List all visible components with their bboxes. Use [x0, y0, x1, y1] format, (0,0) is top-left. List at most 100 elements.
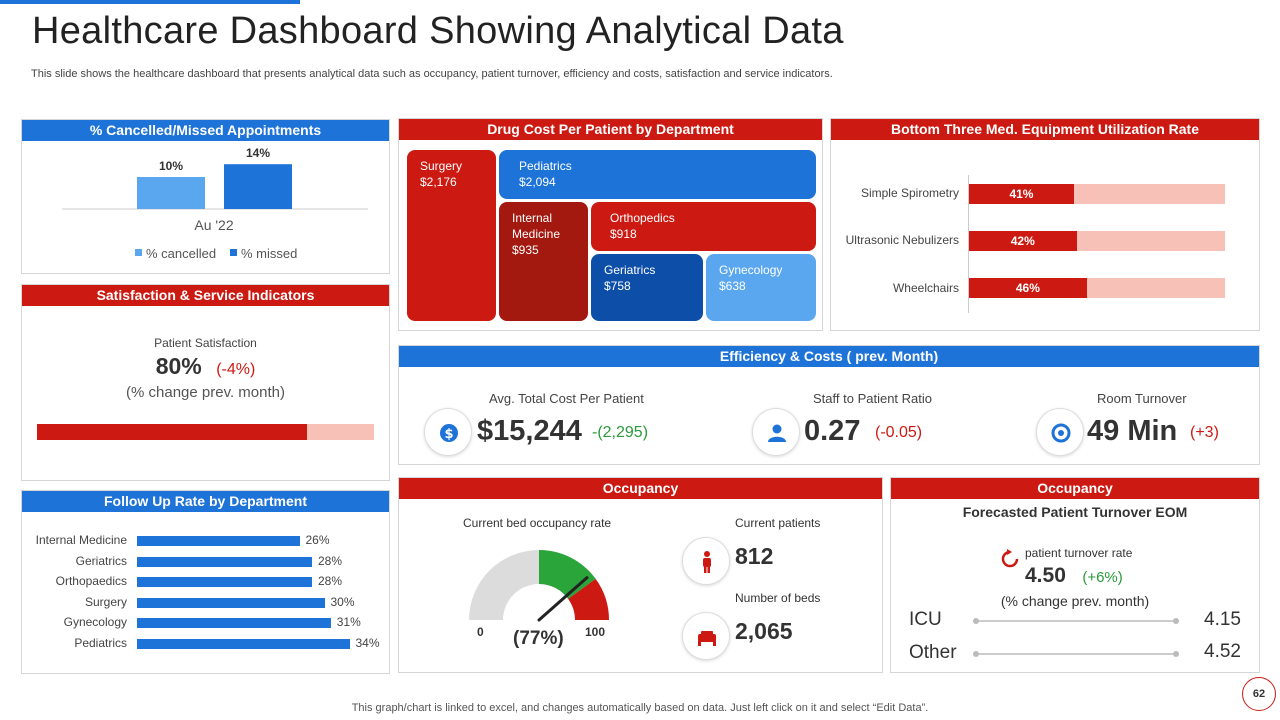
gauge-value: (77%)	[513, 628, 564, 649]
bar-cancelled	[137, 177, 205, 209]
gauge-label: Current bed occupancy rate	[463, 516, 612, 530]
followup-bar	[137, 577, 312, 588]
followup-panel: Follow Up Rate by Department Internal Me…	[21, 490, 390, 674]
svg-text:$: $	[444, 427, 453, 442]
equipment-label: Wheelchairs	[892, 281, 959, 295]
turnover-icon	[1036, 408, 1084, 456]
turnover-rate-value: 4.50	[1025, 564, 1066, 587]
occupancy-panel: Occupancy Current bed occupancy rate 0 1…	[398, 477, 883, 673]
treemap-surgery-name: Surgery	[420, 159, 463, 173]
treemap-pediatrics-name: Pediatrics	[519, 159, 572, 173]
treemap-internal-medicine-value: $935	[512, 243, 539, 257]
turnover-row-label: Other	[909, 642, 957, 663]
cancelled-panel-title: % Cancelled/Missed Appointments	[22, 120, 389, 141]
treemap-surgery-value: $2,176	[420, 175, 457, 189]
gauge-needle	[537, 576, 589, 622]
kpi-ratio-label: Staff to Patient Ratio	[813, 391, 932, 406]
treemap-surgery[interactable]: Surgery $2,176	[407, 150, 496, 321]
satisfaction-panel: Satisfaction & Service Indicators Patien…	[21, 284, 390, 481]
followup-value: 26%	[305, 533, 330, 547]
turnover-rate-change: (+6%)	[1082, 569, 1123, 586]
beds-label: Number of beds	[735, 591, 821, 605]
kpi-room-value: 49 Min	[1087, 415, 1178, 447]
bar-missed-label: 14%	[246, 146, 270, 160]
turnover-row-label: ICU	[909, 609, 942, 630]
followup-label: Gynecology	[63, 615, 127, 630]
turnover-row-dot	[1173, 651, 1179, 657]
treemap-orthopedics[interactable]: Orthopedics $918	[591, 202, 816, 251]
occupancy-gauge	[469, 550, 609, 622]
turnover-rate-row: 4.50 (+6%)	[1025, 564, 1123, 588]
staff-icon	[752, 408, 800, 456]
x-tick-label: Au '22	[194, 217, 233, 233]
equipment-track: 46%	[969, 278, 1225, 298]
followup-label: Surgery	[84, 594, 127, 609]
kpi-ratio-value: 0.27	[804, 415, 861, 447]
gauge-max: 100	[585, 625, 606, 639]
treemap-geriatrics-name: Geriatrics	[604, 263, 656, 277]
equipment-panel: Bottom Three Med. Equipment Utilization …	[830, 118, 1260, 331]
turnover-row-track	[973, 651, 1179, 657]
treemap-pediatrics-value: $2,094	[519, 175, 556, 189]
page-number-badge: 62	[1242, 677, 1276, 711]
treemap-pediatrics[interactable]: Pediatrics $2,094	[499, 150, 816, 199]
followup-value: 30%	[330, 594, 355, 609]
treemap-internal-medicine-name: Internal Medicine	[512, 211, 561, 241]
bed-icon	[682, 612, 730, 660]
legend-cancelled: % cancelled	[146, 246, 216, 261]
followup-panel-title: Follow Up Rate by Department	[22, 491, 389, 512]
drug-cost-panel: Drug Cost Per Patient by Department Surg…	[398, 118, 823, 331]
page-number: 62	[1252, 688, 1266, 700]
equipment-bar: 46%	[969, 278, 1087, 298]
treemap-orthopedics-name: Orthopedics	[610, 211, 675, 225]
followup-bar	[137, 536, 300, 546]
treemap-geriatrics[interactable]: Geriatrics $758	[591, 254, 703, 321]
satisfaction-bar-track	[37, 424, 374, 440]
efficiency-panel-title: Efficiency & Costs ( prev. Month)	[399, 346, 1259, 367]
equipment-track: 41%	[969, 184, 1225, 204]
satisfaction-panel-title: Satisfaction & Service Indicators	[22, 285, 389, 306]
satisfaction-note: (% change prev. month)	[126, 384, 285, 401]
kpi-ratio-change: (-0.05)	[875, 424, 923, 441]
gauge-green-band	[539, 550, 596, 599]
turnover-row-value: 4.15	[1204, 609, 1241, 630]
equipment-bar: 42%	[969, 231, 1077, 251]
turnover-row-track	[973, 618, 1179, 624]
gauge-red-band	[568, 578, 609, 620]
satisfaction-value-row: 80% (-4%)	[22, 353, 389, 380]
cancelled-panel: % Cancelled/Missed Appointments 10% 14% …	[21, 119, 390, 274]
turnover-row-dot	[973, 651, 979, 657]
page-title: Healthcare Dashboard Showing Analytical …	[32, 10, 844, 52]
kpi-cost-change: -(2,295)	[592, 424, 649, 441]
treemap-internal-medicine[interactable]: Internal Medicine $935	[499, 202, 588, 321]
treemap-gynecology[interactable]: Gynecology $638	[706, 254, 816, 321]
equipment-label: Ultrasonic Nebulizers	[845, 233, 959, 247]
turnover-note: (% change prev. month)	[1000, 593, 1150, 609]
equipment-label: Simple Spirometry	[860, 186, 959, 200]
satisfaction-label: Patient Satisfaction	[154, 336, 257, 350]
treemap-gynecology-name: Gynecology	[719, 263, 783, 277]
followup-label: Orthopaedics	[55, 574, 127, 589]
patient-icon	[682, 537, 730, 585]
footer-note: This graph/chart is linked to excel, and…	[351, 702, 929, 714]
kpi-cost-label: Avg. Total Cost Per Patient	[489, 391, 644, 406]
followup-label: Pediatrics	[74, 636, 127, 650]
top-accent-line	[0, 0, 300, 4]
turnover-row-value: 4.52	[1204, 641, 1241, 662]
followup-bar	[137, 556, 312, 567]
turnover-panel-title: Occupancy	[891, 478, 1259, 499]
turnover-subtitle: Forecasted Patient Turnover EOM	[962, 504, 1188, 520]
cancelled-chart: 10% 14% Au '22 % cancelled % missed	[62, 146, 368, 261]
treemap-orthopedics-value: $918	[610, 227, 637, 241]
followup-bar	[137, 618, 331, 629]
followup-value: 31%	[336, 615, 361, 630]
legend-missed: % missed	[241, 246, 297, 261]
occupancy-panel-title: Occupancy	[399, 478, 882, 499]
followup-label: Internal Medicine	[35, 533, 127, 547]
followup-value: 34%	[355, 636, 380, 650]
drug-cost-panel-title: Drug Cost Per Patient by Department	[399, 119, 822, 140]
current-patients-value: 812	[735, 543, 774, 569]
followup-value: 28%	[318, 574, 343, 589]
turnover-row-dot	[1173, 618, 1179, 624]
equipment-track: 42%	[969, 231, 1225, 251]
